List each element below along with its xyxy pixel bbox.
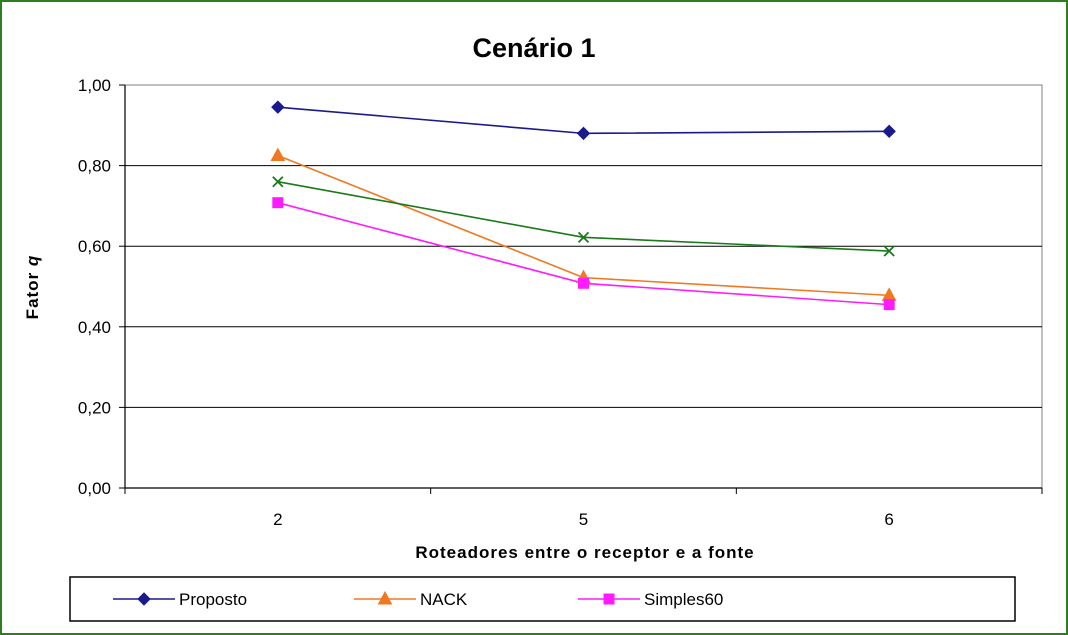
data-point-proposto	[271, 100, 285, 114]
data-point-series-4	[272, 176, 284, 188]
data-point-simples60	[578, 277, 589, 289]
legend-marker	[377, 590, 393, 605]
plot-area: 0,00 0,20 0,40 0,60 0,80 1,00 2 5 6	[78, 76, 1043, 529]
y-tick-label: 0,00	[78, 479, 111, 498]
data-point-proposto	[882, 124, 896, 139]
axes	[119, 84, 1043, 494]
legend: Proposto NACK Simples60	[69, 576, 1016, 622]
y-axis-title-variable: q	[23, 255, 42, 266]
data-point-series-4	[883, 245, 895, 257]
x-tick-label: 2	[273, 510, 282, 529]
gridlines	[125, 165, 1042, 408]
legend-box	[69, 576, 1016, 622]
x-tick-label: 6	[884, 510, 893, 529]
legend-label: NACK	[420, 590, 468, 609]
x-tick-label: 5	[579, 510, 588, 529]
legend-marker	[137, 592, 151, 606]
data-point-proposto	[576, 126, 591, 141]
series-markers	[270, 100, 897, 311]
x-tick-labels: 2 5 6	[273, 510, 894, 529]
data-point-simples60	[883, 299, 895, 311]
legend-label: Simples60	[644, 590, 723, 609]
y-tick-label: 0,40	[78, 318, 111, 337]
y-tick-labels: 0,00 0,20 0,40 0,60 0,80 1,00	[78, 76, 111, 498]
chart-title: Cenário 1	[472, 33, 595, 63]
y-tick-label: 0,60	[78, 237, 111, 256]
y-tick-label: 0,80	[78, 157, 111, 176]
data-point-series-4	[577, 231, 590, 243]
legend-marker	[603, 593, 615, 605]
y-tick-label: 0,20	[78, 398, 111, 417]
data-point-simples60	[272, 197, 284, 209]
y-axis-title-main: Fator	[23, 266, 42, 319]
data-point-nack	[270, 147, 286, 162]
legend-label: Proposto	[179, 590, 247, 609]
x-axis-title: Roteadores entre o receptor e a fonte	[415, 543, 754, 562]
y-tick-label: 1,00	[78, 76, 111, 95]
y-axis-title: Fator q	[23, 255, 42, 320]
